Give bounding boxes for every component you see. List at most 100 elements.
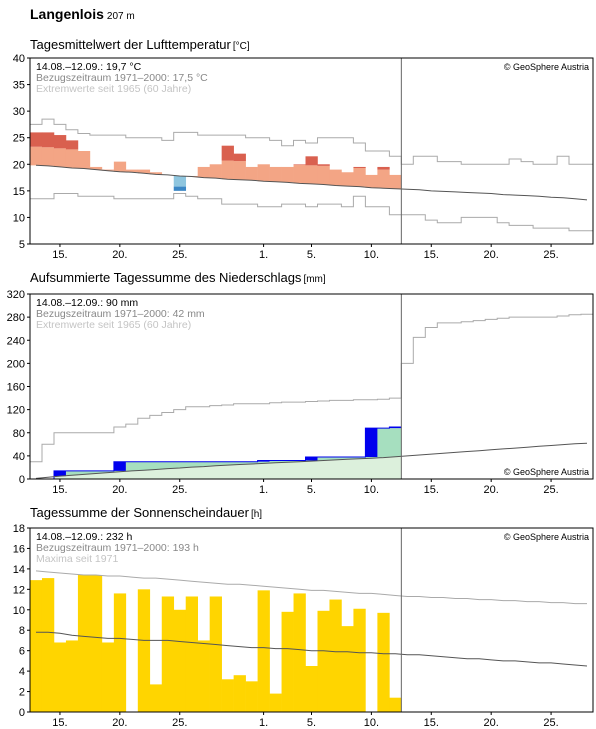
sun-ytick-label: 0 xyxy=(19,707,25,719)
sun-bar xyxy=(317,610,330,712)
precip-fill xyxy=(365,458,378,479)
precip-ytick-label: 320 xyxy=(7,289,25,301)
temp-bar-above xyxy=(221,160,234,180)
precip-new-rain xyxy=(113,461,127,471)
precip-legend-normal: Bezugszeitraum 1971–2000: 42 mm xyxy=(36,308,205,320)
precip-excess xyxy=(197,461,210,467)
temp-legend-current: 14.08.–12.09.: 19,7 °C xyxy=(36,61,142,73)
precip-fill xyxy=(353,458,366,479)
temp-bar-above-strong xyxy=(377,166,390,170)
sun-max-line xyxy=(35,570,587,605)
temp-xtick-label: 15. xyxy=(52,249,67,261)
precip-xtick-label: 15. xyxy=(52,484,67,496)
sun-xtick-label: 15. xyxy=(52,717,67,729)
temp-bar-above-strong xyxy=(221,145,234,161)
precip-fill xyxy=(281,462,294,479)
precip-excess xyxy=(221,461,234,466)
temp-chart-title: Tagesmittelwert der Lufttemperatur [°C] xyxy=(30,37,250,52)
temp-bar-above xyxy=(389,174,402,189)
temp-bar-above xyxy=(30,146,43,166)
sun-xtick-label: 20. xyxy=(112,717,127,729)
sun-xtick-label: 5. xyxy=(307,717,316,729)
sun-legend-normal: Bezugszeitraum 1971–2000: 193 h xyxy=(36,542,199,554)
precip-fill xyxy=(53,476,67,479)
precip-new-rain xyxy=(365,428,378,458)
temp-bar-above xyxy=(329,169,342,186)
precip-max-line xyxy=(30,313,593,463)
sun-ytick-label: 18 xyxy=(13,523,25,535)
sun-bar xyxy=(65,640,79,712)
sun-chart xyxy=(27,527,594,715)
temp-ytick-label: 35 xyxy=(13,80,25,92)
sun-bar xyxy=(113,593,127,712)
sun-legend-current: 14.08.–12.09.: 232 h xyxy=(36,531,132,543)
temp-bar-above xyxy=(293,164,306,184)
temp-ytick-label: 15 xyxy=(13,186,25,198)
temp-bar-above-strong xyxy=(30,132,43,147)
sun-bar xyxy=(329,599,342,712)
sun-ytick-label: 8 xyxy=(19,625,25,637)
temp-bar-above xyxy=(365,174,378,188)
temp-bar-above xyxy=(269,166,282,182)
temp-xtick-label: 20. xyxy=(112,249,127,261)
temp-bar-above xyxy=(113,161,127,172)
temp-bar-above-strong xyxy=(353,166,366,169)
precip-excess xyxy=(329,457,342,460)
temp-xtick-label: 10. xyxy=(364,249,379,261)
precip-fill xyxy=(389,456,402,479)
precip-ytick-label: 280 xyxy=(7,312,25,324)
temp-ytick-label: 10 xyxy=(13,212,25,224)
precip-excess xyxy=(245,461,258,464)
precip-xtick-label: 1. xyxy=(259,484,268,496)
sun-bar xyxy=(353,608,366,712)
precip-fill xyxy=(65,475,79,479)
precip-ytick-label: 240 xyxy=(7,335,25,347)
sun-xtick-label: 20. xyxy=(484,717,499,729)
temp-bar-above-strong xyxy=(65,140,79,150)
sun-bar xyxy=(53,642,67,712)
temp-bar-above-strong xyxy=(41,132,55,148)
sun-ytick-label: 16 xyxy=(13,543,25,555)
precip-fill xyxy=(245,463,258,479)
sun-bar xyxy=(293,593,306,712)
sun-xtick-label: 1. xyxy=(259,717,268,729)
precip-excess xyxy=(269,460,282,463)
temp-min-line xyxy=(30,193,593,232)
temp-bar-above xyxy=(317,165,330,185)
temp-title-text: Tagesmittelwert der Lufttemperatur xyxy=(30,37,231,52)
sun-normal-line xyxy=(36,631,588,667)
precip-excess xyxy=(137,461,151,471)
precip-xtick-label: 20. xyxy=(112,484,127,496)
temp-xtick-label: 15. xyxy=(424,249,439,261)
temp-bar-above-strong xyxy=(233,153,246,162)
temp-bar-above xyxy=(125,169,139,173)
sun-unit: [h] xyxy=(250,509,263,520)
precip-excess xyxy=(77,470,91,475)
sun-bar xyxy=(341,626,354,712)
precip-xtick-label: 15. xyxy=(424,484,439,496)
precip-xtick-label: 20. xyxy=(484,484,499,496)
precip-new-rain xyxy=(389,426,402,429)
precip-excess xyxy=(161,461,175,469)
precip-fill xyxy=(305,461,318,479)
precip-legend-current: 14.08.–12.09.: 90 mm xyxy=(36,297,138,309)
sun-bar xyxy=(221,679,234,712)
precip-fill xyxy=(197,466,210,479)
temp-xtick-label: 5. xyxy=(307,249,316,261)
precip-excess xyxy=(233,461,246,465)
precip-fill xyxy=(317,460,330,479)
sun-title-text: Tagessumme der Sonnenscheindauer xyxy=(30,505,249,520)
precip-excess xyxy=(149,461,163,470)
precip-excess xyxy=(389,428,402,457)
temp-ytick-label: 20 xyxy=(13,159,25,171)
precip-new-rain xyxy=(305,457,318,461)
sun-bar xyxy=(89,575,103,712)
sun-ytick-label: 10 xyxy=(13,605,25,617)
temp-bar-above xyxy=(257,164,270,182)
precip-fill xyxy=(233,464,246,479)
precip-excess xyxy=(89,470,103,474)
station-name: Langenlois xyxy=(30,6,104,22)
sun-xtick-label: 25. xyxy=(543,717,558,729)
sun-ytick-label: 6 xyxy=(19,646,25,658)
temp-bar-above xyxy=(53,148,67,167)
